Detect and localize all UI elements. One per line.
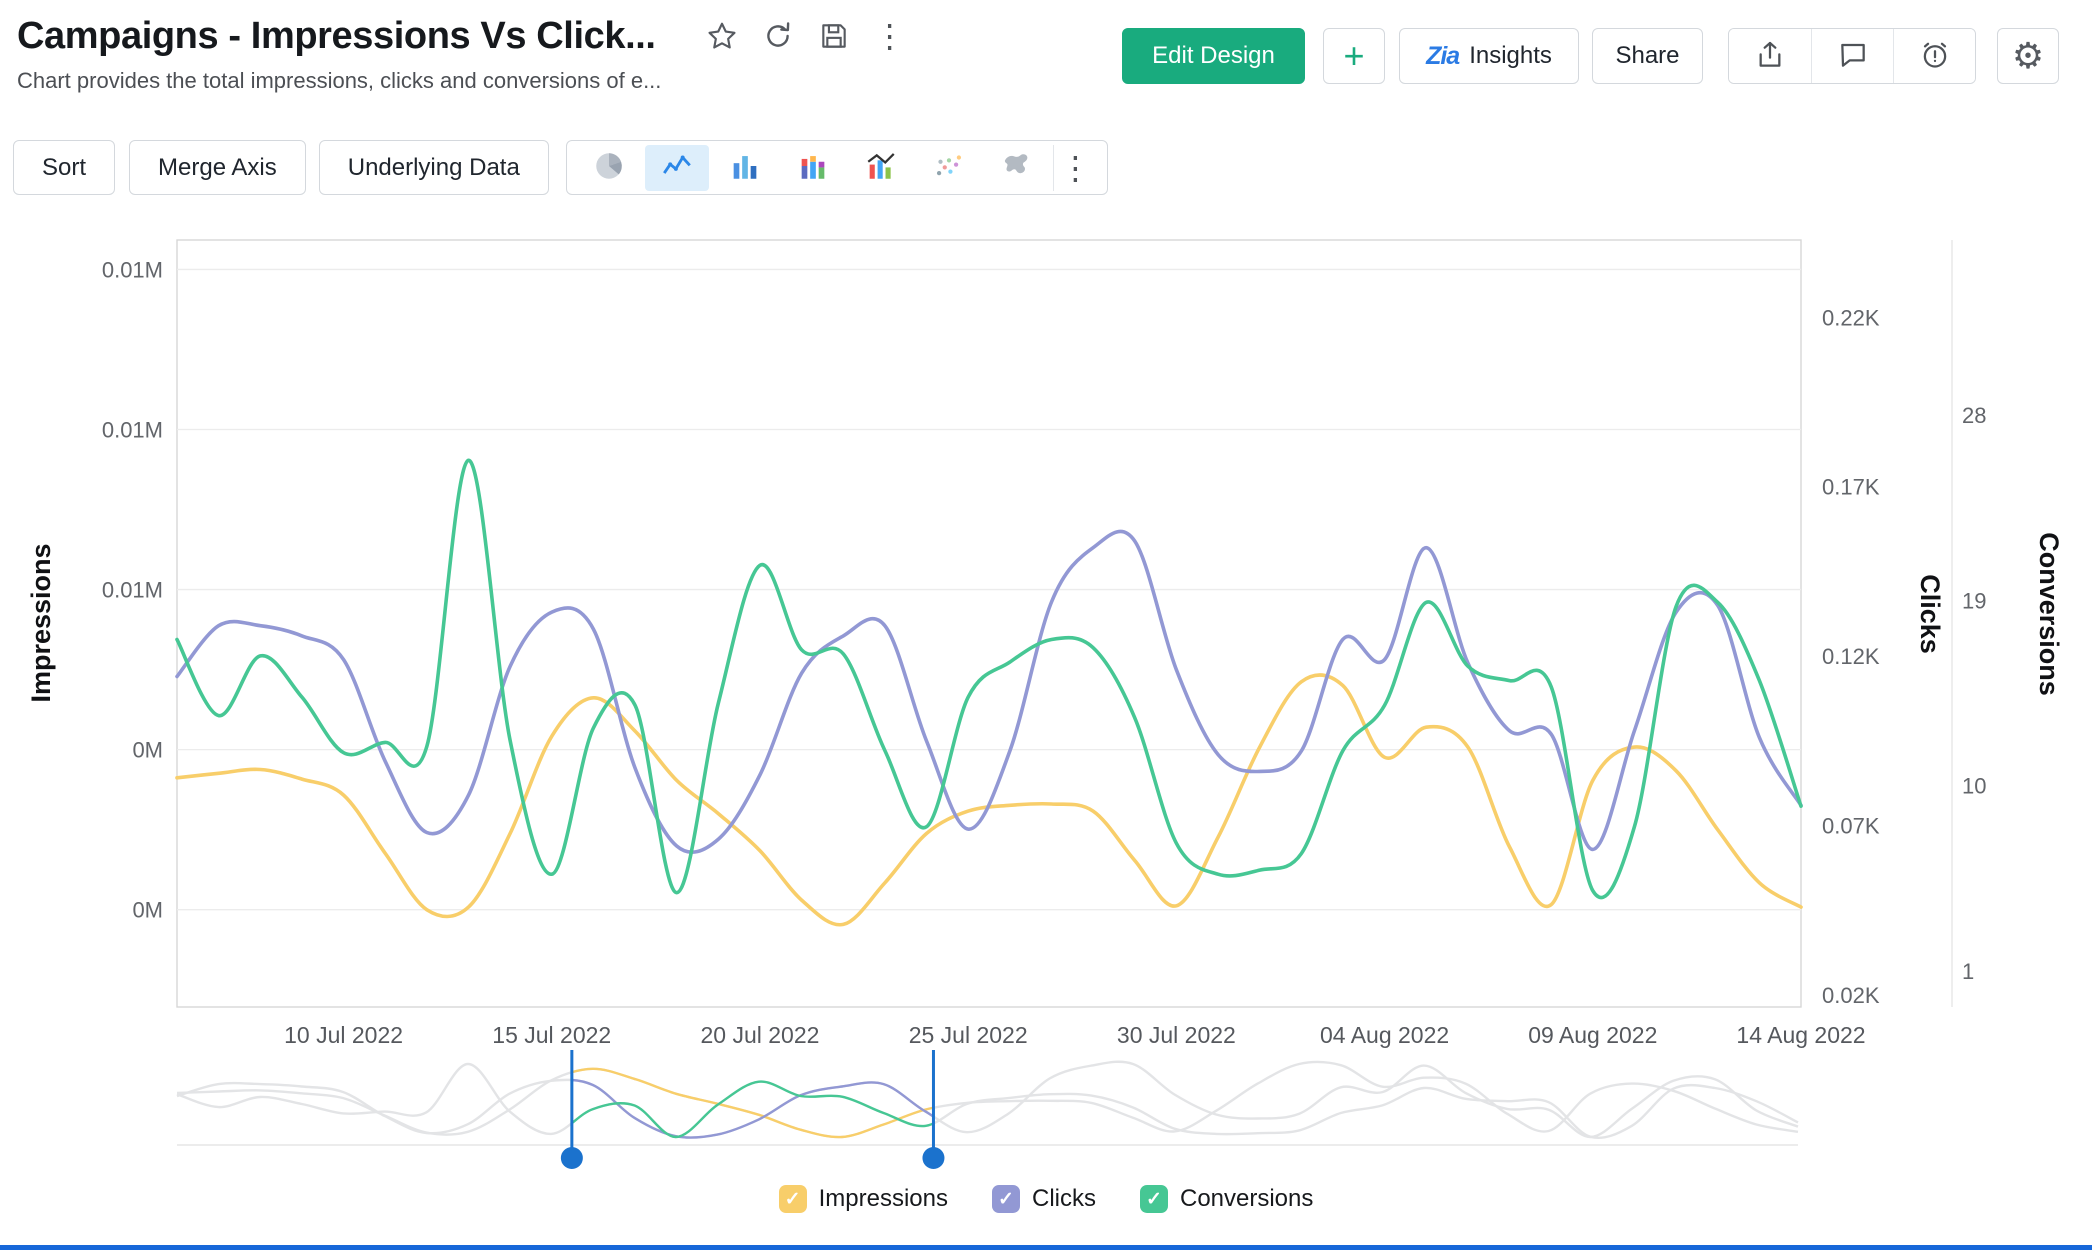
chart-type-more-button[interactable]: ⋮ xyxy=(1052,144,1097,191)
title-more-options-button[interactable]: ⋮ xyxy=(868,14,912,58)
clicks-tick-label: 0.22K xyxy=(1822,305,1880,330)
impressions-series-line[interactable] xyxy=(175,673,1803,927)
comments-button[interactable] xyxy=(1811,29,1893,83)
edit-design-button[interactable]: Edit Design xyxy=(1122,28,1305,84)
chart-type-line[interactable] xyxy=(644,144,709,191)
chart-toolbar: Sort Merge Axis Underlying Data xyxy=(13,140,1108,195)
star-icon xyxy=(706,20,738,52)
conversions-mini-line-muted xyxy=(176,1062,1799,1139)
sort-button[interactable]: Sort xyxy=(13,140,116,195)
impressions-tick-label: 0M xyxy=(132,738,163,763)
insights-button-label: Insights xyxy=(1469,42,1552,69)
check-icon: ✓ xyxy=(784,1188,801,1210)
page-subtitle: Chart provides the total impressions, cl… xyxy=(17,68,662,93)
chart-legend: ✓ Impressions ✓ Clicks ✓ Conversions xyxy=(0,1185,2092,1213)
save-icon xyxy=(818,20,850,52)
kebab-menu-icon: ⋮ xyxy=(1059,149,1092,186)
header-actions: Edit Design + Zia Insights Share xyxy=(1122,28,2059,84)
map-chart-icon xyxy=(998,149,1036,186)
conversions-tick-label: 19 xyxy=(1962,588,1986,613)
clicks-tick-label: 0.17K xyxy=(1822,475,1880,500)
legend-item-conversions[interactable]: ✓ Conversions xyxy=(1139,1185,1314,1213)
clicks-tick-label: 0.07K xyxy=(1822,814,1880,839)
window-bottom-accent xyxy=(0,1245,2092,1250)
comment-icon xyxy=(1837,39,1869,74)
export-icon xyxy=(1754,39,1786,74)
clicks-axis-title: Clicks xyxy=(1915,574,1945,654)
clicks-mini-line-muted xyxy=(176,1060,1799,1139)
report-header: Campaigns - Impressions Vs Click... ⋮ Ch xyxy=(17,14,924,94)
column-chart-icon xyxy=(726,149,764,186)
x-axis-tick-label: 09 Aug 2022 xyxy=(1528,1022,1657,1048)
impressions-tick-label: 0.01M xyxy=(102,257,163,282)
conversions-tick-label: 10 xyxy=(1962,774,1986,799)
x-axis-tick-label: 14 Aug 2022 xyxy=(1736,1022,1865,1048)
conversions-checkbox[interactable]: ✓ xyxy=(1139,1185,1168,1213)
kebab-menu-icon: ⋮ xyxy=(873,18,906,54)
legend-item-impressions[interactable]: ✓ Impressions xyxy=(778,1185,948,1213)
clicks-series-line[interactable] xyxy=(175,529,1803,855)
settings-button[interactable]: ⚙ xyxy=(1997,28,2059,84)
chart-type-scatter[interactable] xyxy=(917,145,981,191)
legend-label: Clicks xyxy=(1031,1185,1096,1212)
scatter-plot-icon xyxy=(930,149,968,186)
impressions-tick-label: 0M xyxy=(132,898,163,923)
x-axis-tick-label: 15 Jul 2022 xyxy=(492,1022,611,1048)
x-axis-tick-label: 25 Jul 2022 xyxy=(909,1022,1028,1048)
page-title: Campaigns - Impressions Vs Click... xyxy=(17,14,656,57)
clicks-tick-label: 0.02K xyxy=(1822,983,1880,1008)
impressions-checkbox[interactable]: ✓ xyxy=(778,1185,807,1213)
gear-icon: ⚙ xyxy=(2011,35,2045,76)
favorite-star-button[interactable] xyxy=(700,14,744,58)
legend-label: Impressions xyxy=(818,1185,948,1212)
x-axis-tick-label: 04 Aug 2022 xyxy=(1320,1022,1449,1048)
pie-chart-icon xyxy=(590,149,628,186)
impressions-axis-title: Impressions xyxy=(26,543,56,702)
underlying-data-button[interactable]: Underlying Data xyxy=(318,140,549,195)
impressions-tick-label: 0.01M xyxy=(102,578,163,603)
zia-icon: Zia xyxy=(1426,41,1460,70)
insights-button[interactable]: Zia Insights xyxy=(1399,28,1579,84)
conversions-axis-title: Conversions xyxy=(2034,532,2064,696)
share-button[interactable]: Share xyxy=(1592,28,1703,84)
x-axis-tick-label: 30 Jul 2022 xyxy=(1117,1022,1236,1048)
conversions-series-line[interactable] xyxy=(175,458,1803,900)
impressions-mini-line-muted xyxy=(176,1060,1799,1139)
chart-type-picker: ⋮ xyxy=(565,140,1108,195)
chart-type-stacked-column[interactable] xyxy=(781,145,845,191)
add-button[interactable]: + xyxy=(1323,28,1385,84)
export-button[interactable] xyxy=(1729,29,1811,83)
chart-type-combo[interactable] xyxy=(849,145,913,191)
impressions-tick-label: 0.01M xyxy=(102,418,163,443)
merge-axis-button[interactable]: Merge Axis xyxy=(129,140,306,195)
legend-item-clicks[interactable]: ✓ Clicks xyxy=(991,1185,1096,1213)
x-axis-tick-label: 20 Jul 2022 xyxy=(701,1022,820,1048)
combo-chart-icon xyxy=(862,149,900,186)
plot-border xyxy=(176,239,1802,1008)
alerts-button[interactable] xyxy=(1893,29,1975,83)
line-chart-icon xyxy=(658,149,696,186)
refresh-button[interactable] xyxy=(756,14,800,58)
chart-type-column[interactable] xyxy=(713,145,777,191)
chart-type-map[interactable] xyxy=(985,145,1049,191)
clicks-checkbox[interactable]: ✓ xyxy=(991,1185,1020,1213)
alarm-clock-icon xyxy=(1919,39,1951,74)
stacked-column-chart-icon xyxy=(794,149,832,186)
brush-handle-left[interactable] xyxy=(560,1147,583,1169)
chart-type-pie[interactable] xyxy=(577,145,641,191)
check-icon: ✓ xyxy=(1146,1188,1162,1210)
legend-label: Conversions xyxy=(1179,1185,1314,1212)
secondary-actions-group xyxy=(1728,28,1976,84)
x-axis-tick-label: 10 Jul 2022 xyxy=(284,1022,403,1048)
conversions-tick-label: 1 xyxy=(1962,959,1974,984)
brush-handle-right[interactable] xyxy=(922,1147,945,1169)
check-icon: ✓ xyxy=(998,1188,1014,1210)
refresh-icon xyxy=(762,20,794,52)
conversions-tick-label: 28 xyxy=(1962,403,1986,428)
clicks-tick-label: 0.12K xyxy=(1822,644,1880,669)
save-button[interactable] xyxy=(812,14,856,58)
